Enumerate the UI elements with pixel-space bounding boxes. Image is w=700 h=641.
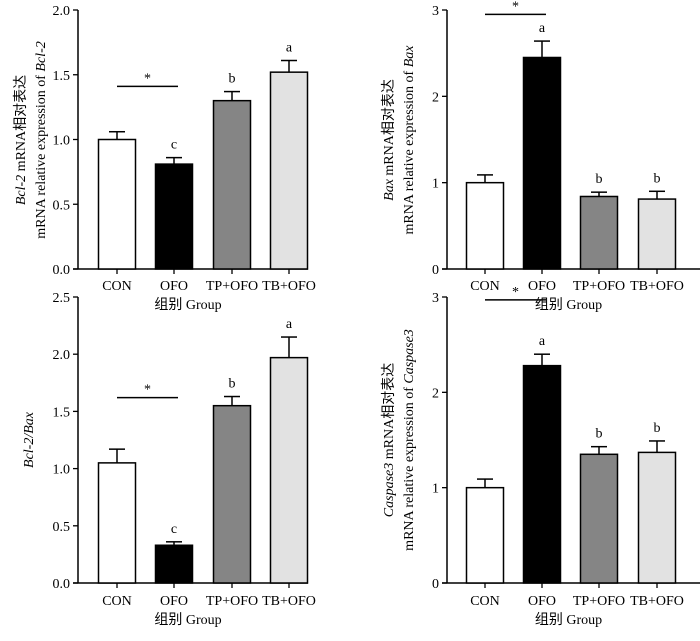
y-axis-label-part: Caspase3 (382, 463, 397, 517)
y-tick-label: 0.5 (53, 520, 71, 535)
x-axis-label: 组别 Group (535, 297, 602, 313)
x-axis-label: 组别 Group (154, 297, 221, 313)
bar-tp-ofo (579, 453, 619, 584)
y-axis-label-part: Bax (382, 178, 397, 201)
x-axis-label: 组别 Group (154, 612, 221, 628)
y-tick-label: 2 (432, 386, 439, 401)
y-axis-label: Caspase3 mRNA相对表达 (381, 363, 397, 517)
significance-letter: a (539, 334, 546, 349)
y-tick-label: 3 (432, 4, 439, 19)
y-tick-label: 1 (432, 177, 439, 192)
x-tick-label: OFO (528, 594, 556, 609)
y-axis-label-part: mRNA相对表达 (381, 363, 397, 463)
y-tick-label: 1.0 (53, 463, 71, 478)
significance-letter: b (654, 421, 661, 436)
x-tick-label: OFO (528, 279, 556, 294)
x-axis-label: 组别 Group (535, 612, 602, 628)
x-tick-label: TP+OFO (206, 279, 258, 294)
bar-con (97, 462, 137, 584)
significance-letter: b (596, 172, 603, 187)
y-tick-label: 1 (432, 482, 439, 497)
bar-con (465, 486, 505, 584)
y-tick-label: 2.0 (53, 348, 71, 363)
y-axis-label-part: mRNA相对表达 (381, 79, 397, 179)
y-axis-label-part: Caspase3 (402, 329, 417, 383)
significance-letter: b (654, 171, 661, 186)
y-tick-label: 2.5 (53, 291, 71, 306)
panel-1: 0.0 0.5 1.0 1.5 2.0 CON c OFO b TP+OFO a TB+OFO * 组别 … (13, 4, 316, 313)
y-tick-label: 0.0 (53, 577, 71, 592)
bar-tp-ofo (212, 99, 252, 270)
y-axis-label-part: mRNA相对表达 (13, 75, 29, 175)
bar-tp-ofo (579, 195, 619, 270)
bar-tb-ofo (269, 356, 309, 584)
bar-ofo (154, 544, 194, 584)
significance-letter: a (286, 41, 293, 56)
y-axis-label-part: mRNA relative expression of (402, 67, 417, 234)
y-tick-label: 2 (432, 90, 439, 105)
significance-letter: b (596, 427, 603, 442)
bar-tb-ofo (637, 198, 677, 270)
bar-tp-ofo (212, 404, 252, 584)
x-tick-label: TP+OFO (206, 594, 258, 609)
y-tick-label: 0.5 (53, 198, 71, 213)
bar-ofo (522, 56, 562, 270)
x-tick-label: TP+OFO (573, 279, 625, 294)
panel-4: 0 1 2 3 CON a OFO b TP+OFO b TB+OFO * 组别 Group Caspas… (381, 285, 700, 628)
significance-letter: c (171, 138, 177, 153)
y-axis-label: Bcl-2/Bax (22, 411, 37, 468)
significance-letter: c (171, 522, 177, 537)
bar-ofo (522, 364, 562, 584)
x-tick-label: TB+OFO (262, 594, 316, 609)
x-tick-label: OFO (160, 594, 188, 609)
y-axis-label: mRNA relative expression of Bax (402, 45, 417, 235)
y-axis-label-part: mRNA relative expression of (402, 384, 417, 551)
y-axis-label: Bax mRNA相对表达 (381, 79, 397, 201)
x-tick-label: TB+OFO (630, 279, 684, 294)
y-tick-label: 1.5 (53, 405, 71, 420)
significance-letter: b (229, 72, 236, 87)
significance-star: * (144, 71, 151, 86)
y-tick-label: 1.0 (53, 134, 71, 149)
x-tick-label: CON (470, 279, 500, 294)
significance-star: * (512, 285, 519, 300)
y-tick-label: 1.5 (53, 69, 71, 84)
significance-letter: a (539, 21, 546, 36)
y-axis-label-part: Bcl-2 (34, 41, 49, 71)
significance-star: * (512, 0, 519, 14)
x-tick-label: TB+OFO (262, 279, 316, 294)
bar-con (97, 138, 137, 270)
y-axis-label-part: Bax (402, 45, 417, 68)
y-tick-label: 0.0 (53, 263, 71, 278)
significance-star: * (144, 383, 151, 398)
y-axis-label-part: Bcl-2 (14, 175, 29, 205)
bar-tb-ofo (269, 71, 309, 270)
x-tick-label: CON (102, 594, 132, 609)
panel-3: 0.0 0.5 1.0 1.5 2.0 2.5 CON c OFO b TP+OFO a TB+OFO *… (22, 291, 316, 628)
y-tick-label: 0 (432, 577, 439, 592)
x-tick-label: CON (470, 594, 500, 609)
x-tick-label: CON (102, 279, 132, 294)
bar-tb-ofo (637, 451, 677, 584)
y-tick-label: 0 (432, 263, 439, 278)
y-axis-label-part: mRNA relative expression of (34, 72, 49, 239)
significance-letter: b (229, 377, 236, 392)
x-tick-label: TP+OFO (573, 594, 625, 609)
significance-letter: a (286, 317, 293, 332)
bar-ofo (154, 163, 194, 270)
y-tick-label: 2.0 (53, 4, 71, 19)
y-axis-label-part: Bcl-2/Bax (22, 411, 37, 468)
x-tick-label: OFO (160, 279, 188, 294)
x-tick-label: TB+OFO (630, 594, 684, 609)
y-tick-label: 3 (432, 291, 439, 306)
y-axis-label: mRNA relative expression of Caspase3 (402, 329, 417, 551)
bar-con (465, 181, 505, 270)
y-axis-label: mRNA relative expression of Bcl-2 (34, 41, 49, 239)
panel-2: 0 1 2 3 CON a OFO b TP+OFO b TB+OFO * 组别 Group Bax mR… (381, 0, 700, 313)
y-axis-label: Bcl-2 mRNA相对表达 (13, 75, 29, 205)
